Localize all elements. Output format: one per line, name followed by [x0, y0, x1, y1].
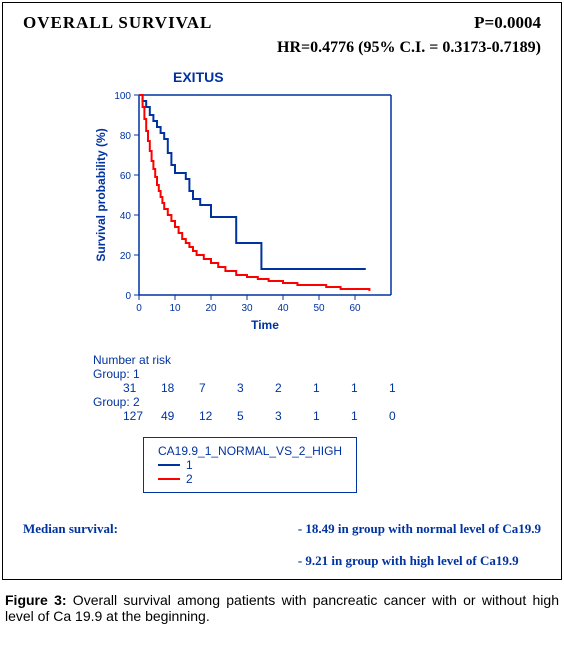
legend-item: 1	[158, 458, 342, 472]
risk-value: 1	[351, 409, 369, 423]
group1-label: Group: 1	[93, 367, 561, 381]
legend-item: 2	[158, 472, 342, 486]
svg-text:100: 100	[114, 91, 131, 102]
legend-label: 2	[186, 472, 193, 486]
group1-values: 31 18 7 3 2 1 1 1	[123, 381, 561, 395]
p-value: P=0.0004	[474, 13, 541, 33]
legend-swatch	[158, 464, 180, 466]
risk-value: 3	[237, 381, 255, 395]
number-at-risk-table: Number at risk Group: 1 3118732111 Group…	[93, 353, 561, 423]
group2-label: Group: 2	[93, 395, 561, 409]
svg-text:40: 40	[277, 303, 289, 314]
figure-caption: Figure 3: Overall survival among patient…	[1, 582, 563, 624]
legend-title: CA19.9_1_NORMAL_VS_2_HIGH	[158, 444, 342, 458]
svg-text:40: 40	[120, 211, 132, 222]
chart-title: EXITUS	[173, 69, 561, 85]
risk-value: 1	[351, 381, 369, 395]
svg-text:0: 0	[136, 303, 142, 314]
svg-text:50: 50	[313, 303, 325, 314]
legend-box: CA19.9_1_NORMAL_VS_2_HIGH 12	[143, 437, 357, 493]
risk-value: 49	[161, 409, 179, 423]
svg-text:30: 30	[241, 303, 253, 314]
legend-swatch	[158, 478, 180, 480]
risk-value: 3	[275, 409, 293, 423]
median-group2: - 9.21 in group with high level of Ca19.…	[298, 553, 519, 568]
caption-label: Figure 3:	[5, 592, 67, 608]
risk-value: 127	[123, 409, 141, 423]
svg-text:Time: Time	[251, 318, 279, 332]
legend-label: 1	[186, 458, 193, 472]
median-survival-row: Median survival: - 18.49 in group with n…	[3, 493, 561, 569]
at-risk-label: Number at risk	[93, 353, 561, 367]
risk-value: 31	[123, 381, 141, 395]
svg-text:10: 10	[169, 303, 181, 314]
caption-text: Overall survival among patients with pan…	[5, 592, 559, 624]
risk-value: 0	[389, 409, 407, 423]
svg-text:80: 80	[120, 131, 132, 142]
risk-value: 12	[199, 409, 217, 423]
median-label: Median survival:	[23, 521, 118, 569]
overall-survival-title: OVERALL SURVIVAL	[23, 13, 212, 33]
risk-value: 7	[199, 381, 217, 395]
km-chart: 0 20 40 60 80 100 0 10 20 30 40 50 60 Survival probab…	[93, 85, 413, 340]
risk-value: 18	[161, 381, 179, 395]
risk-value: 5	[237, 409, 255, 423]
svg-text:Survival probability (%): Survival probability (%)	[94, 128, 108, 261]
group2-values: 127 49 12 5 3 1 1 0	[123, 409, 561, 423]
svg-text:0: 0	[125, 291, 131, 302]
risk-value: 1	[313, 381, 331, 395]
figure-container: OVERALL SURVIVAL P=0.0004 HR=0.4776 (95%…	[2, 2, 562, 580]
svg-text:20: 20	[120, 251, 132, 262]
risk-value: 1	[389, 381, 407, 395]
median-group1: - 18.49 in group with normal level of Ca…	[298, 521, 541, 536]
header-row: OVERALL SURVIVAL P=0.0004	[3, 3, 561, 33]
hazard-ratio: HR=0.4776 (95% C.I. = 0.3173-0.7189)	[3, 33, 561, 69]
chart-area: EXITUS 0 20 40 60 80 100 0 10 20 30 40 50 60 Survival…	[93, 69, 561, 345]
svg-text:20: 20	[205, 303, 217, 314]
svg-text:60: 60	[120, 171, 132, 182]
risk-value: 2	[275, 381, 293, 395]
risk-value: 1	[313, 409, 331, 423]
svg-text:60: 60	[349, 303, 361, 314]
